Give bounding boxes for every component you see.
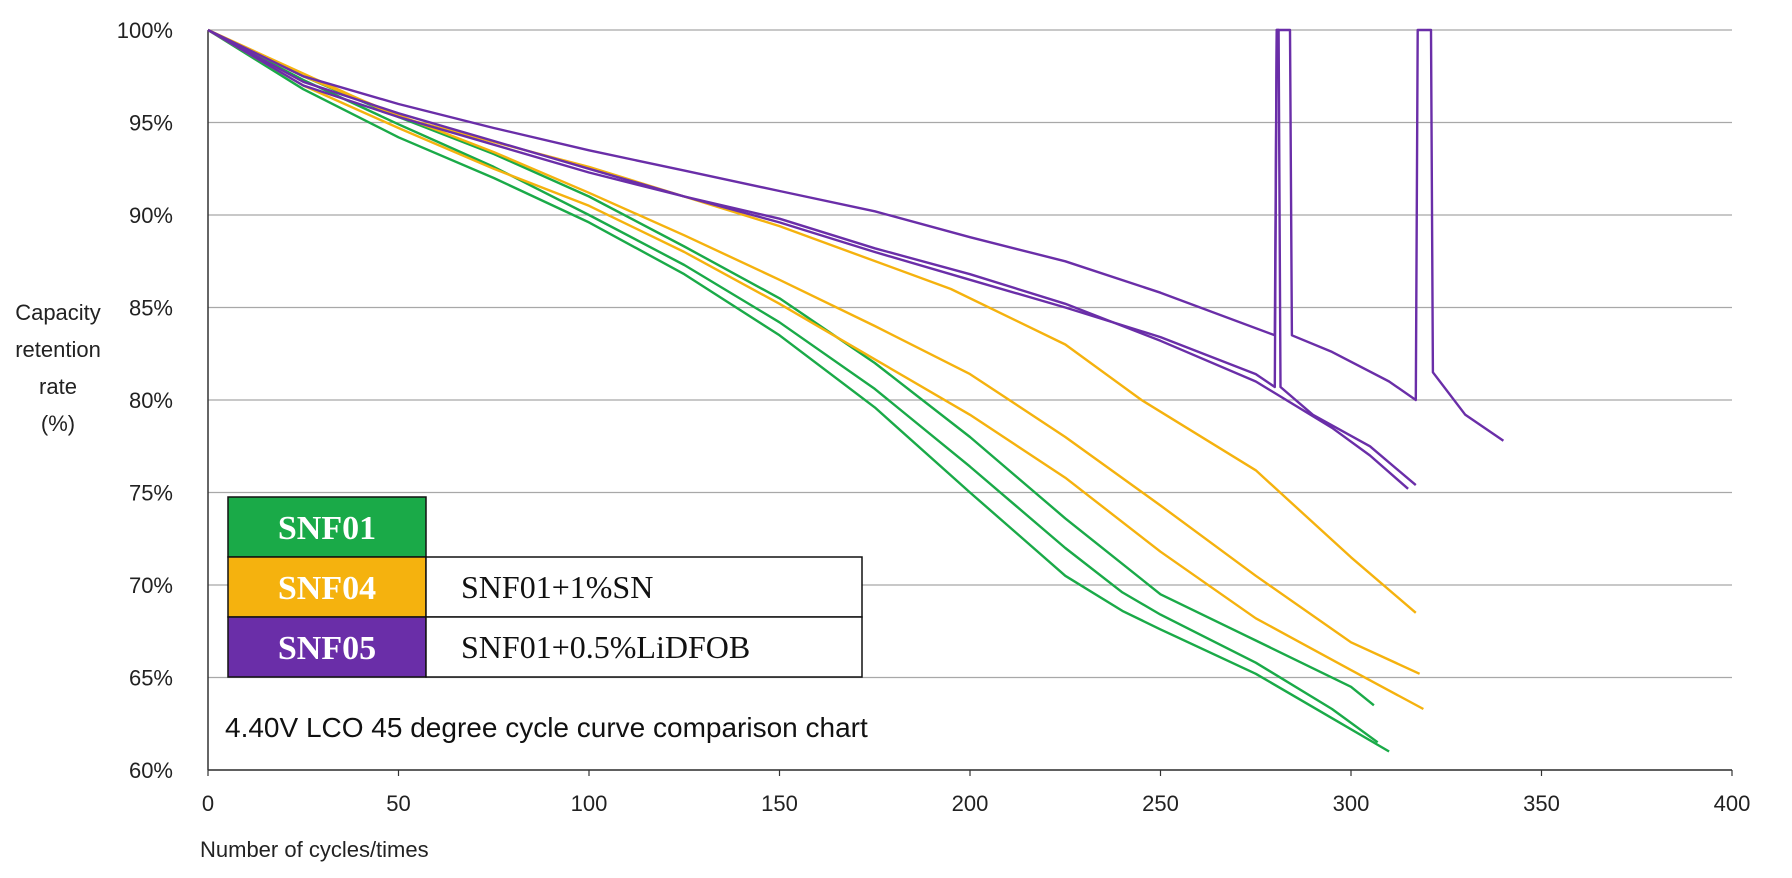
x-tick-50: 50 xyxy=(386,791,410,816)
y-axis-label-line-1: Capacity xyxy=(15,300,101,325)
y-tick-60: 60% xyxy=(129,758,173,783)
y-tick-labels: 60% 65% 70% 75% 80% 85% 90% 95% 100% xyxy=(117,18,173,783)
y-tick-80: 80% xyxy=(129,388,173,413)
y-tick-75: 75% xyxy=(129,481,173,506)
x-tick-labels: 0 50 100 150 200 250 300 350 400 xyxy=(202,770,1750,816)
series-lines xyxy=(207,28,1505,753)
legend-desc-cell-snf05 xyxy=(425,616,863,678)
x-tick-100: 100 xyxy=(571,791,608,816)
y-tick-70: 70% xyxy=(129,573,173,598)
y-tick-65: 65% xyxy=(129,666,173,691)
x-tick-350: 350 xyxy=(1523,791,1560,816)
series-line-snf01-2 xyxy=(207,28,1379,744)
legend-swatch-snf01 xyxy=(227,496,427,558)
legend-desc-snf05: SNF01+0.5%LiDFOB xyxy=(461,629,750,665)
x-tick-250: 250 xyxy=(1142,791,1179,816)
series-line-snf01-1 xyxy=(207,28,1390,753)
y-axis-label: Capacity retention rate (%) xyxy=(15,300,101,436)
x-axis-label: Number of cycles/times xyxy=(200,837,429,862)
y-tick-90: 90% xyxy=(129,203,173,228)
x-tick-200: 200 xyxy=(952,791,989,816)
legend-desc-snf04: SNF01+1%SN xyxy=(461,569,653,605)
legend: SNF01 SNF04 SNF01+1%SN SNF05 SNF01+0.5%LiDFO… xyxy=(227,496,863,678)
legend-code-snf01: SNF01 xyxy=(278,510,376,547)
y-axis-label-line-4: (%) xyxy=(41,411,75,436)
axes xyxy=(207,30,1732,771)
legend-desc-cell-snf04 xyxy=(425,556,863,618)
y-tick-95: 95% xyxy=(129,111,173,136)
y-tick-85: 85% xyxy=(129,296,173,321)
chart-annotation: 4.40V LCO 45 degree cycle curve comparis… xyxy=(225,712,868,743)
y-axis-label-line-2: retention xyxy=(15,337,101,362)
legend-code-snf04: SNF04 xyxy=(278,570,376,607)
series-line-snf04-5 xyxy=(207,28,1424,711)
x-tick-0: 0 xyxy=(202,791,214,816)
x-tick-300: 300 xyxy=(1333,791,1370,816)
series-line-snf05-8 xyxy=(207,28,1417,487)
series-line-snf05-9 xyxy=(207,28,1409,490)
x-tick-150: 150 xyxy=(761,791,798,816)
y-tick-100: 100% xyxy=(117,18,173,43)
x-tick-400: 400 xyxy=(1714,791,1751,816)
y-axis-label-line-3: rate xyxy=(39,374,77,399)
legend-code-snf05: SNF05 xyxy=(278,630,376,667)
